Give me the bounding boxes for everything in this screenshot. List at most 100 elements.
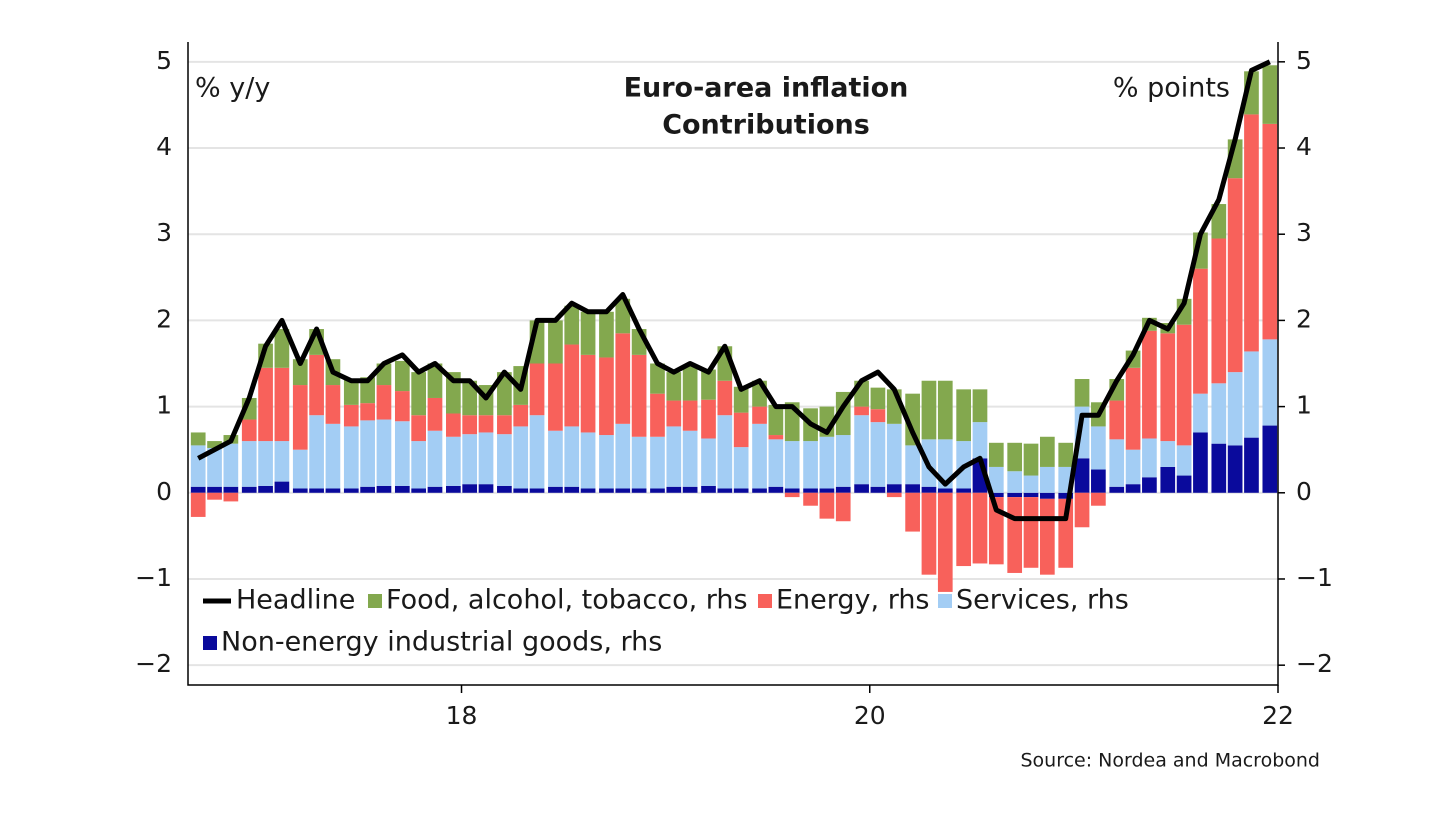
y-tick-label: 3 (156, 218, 172, 247)
bar (752, 406, 767, 424)
legend-label: Headline (236, 585, 355, 616)
bar (631, 488, 647, 493)
bar (411, 415, 427, 442)
bar (682, 366, 698, 401)
bar (803, 492, 818, 506)
bar (478, 484, 494, 493)
bar (1193, 393, 1208, 433)
bar (1023, 443, 1039, 476)
bar (1244, 351, 1259, 438)
bar (292, 359, 308, 386)
bar (190, 432, 206, 446)
bar (784, 492, 800, 498)
y-axis-label: % y/y (195, 73, 270, 104)
bar (1074, 492, 1090, 528)
bar (411, 488, 427, 493)
bar (701, 438, 716, 486)
bar (325, 488, 341, 493)
bar (1039, 498, 1055, 575)
x-tick-label: 18 (446, 701, 478, 730)
bar (1058, 498, 1074, 568)
bar (360, 486, 375, 493)
bar (548, 363, 563, 431)
bar (309, 415, 324, 489)
bar (599, 311, 614, 358)
bar (1262, 425, 1278, 493)
bar (1262, 339, 1278, 426)
bar (394, 391, 410, 422)
bar (497, 415, 512, 435)
bar (564, 486, 580, 493)
bar (752, 423, 767, 489)
chart-subtitle: Contributions (662, 110, 870, 141)
bar (631, 354, 647, 437)
bar (1227, 445, 1243, 493)
bar (343, 404, 359, 427)
bar (733, 412, 749, 448)
bar (325, 385, 341, 424)
bar (497, 485, 512, 493)
bar (513, 426, 529, 489)
bar (701, 399, 716, 439)
bar (580, 488, 596, 493)
bar (937, 488, 953, 493)
bar (666, 486, 682, 493)
bar (870, 422, 886, 487)
bar (599, 357, 614, 436)
line (197, 59, 1271, 522)
bar (937, 439, 953, 489)
bar (1211, 383, 1227, 444)
bar (394, 360, 410, 392)
bar (258, 441, 273, 486)
bar (666, 426, 682, 487)
y2-tick-label: 5 (1296, 46, 1312, 75)
bar (343, 488, 359, 493)
bar (1039, 436, 1055, 467)
bar (1211, 204, 1227, 239)
legend-label: Services, rhs (956, 585, 1129, 616)
bar (1244, 437, 1259, 493)
bar (1058, 442, 1074, 467)
bar (1074, 458, 1090, 493)
y-tick-label: 1 (156, 391, 172, 420)
bar (803, 441, 818, 489)
bar (376, 485, 392, 493)
bar (223, 443, 239, 487)
bar (548, 430, 563, 487)
bar (190, 486, 206, 493)
x-tick-label: 20 (854, 701, 886, 730)
bar (1007, 492, 1023, 498)
bar (835, 492, 851, 522)
bar (819, 488, 835, 493)
bar (580, 311, 596, 355)
chart-title: Euro-area inflation (624, 73, 909, 104)
bar (1074, 379, 1090, 407)
bar (886, 423, 902, 485)
bar (241, 441, 257, 487)
bar (835, 486, 851, 493)
legend-swatch (203, 636, 217, 650)
bar (784, 488, 800, 493)
bar (905, 484, 920, 493)
bar (343, 426, 359, 489)
bar (258, 367, 273, 442)
bar (854, 484, 869, 493)
bar (1176, 445, 1192, 476)
bar (207, 447, 222, 487)
legend-swatch (938, 594, 952, 608)
bar (190, 445, 206, 487)
bar (886, 484, 902, 493)
bar (1039, 466, 1055, 493)
bar (360, 420, 375, 487)
bar (921, 486, 937, 493)
bar (956, 389, 972, 442)
bar (1160, 333, 1176, 442)
bar (1262, 65, 1278, 124)
bar (819, 492, 835, 519)
bar (411, 441, 427, 489)
legend: Headline Food, alcohol, tobacco, rhs Energ… (203, 585, 1129, 658)
bar (1007, 442, 1023, 472)
bar (682, 430, 698, 487)
bar (803, 488, 818, 493)
